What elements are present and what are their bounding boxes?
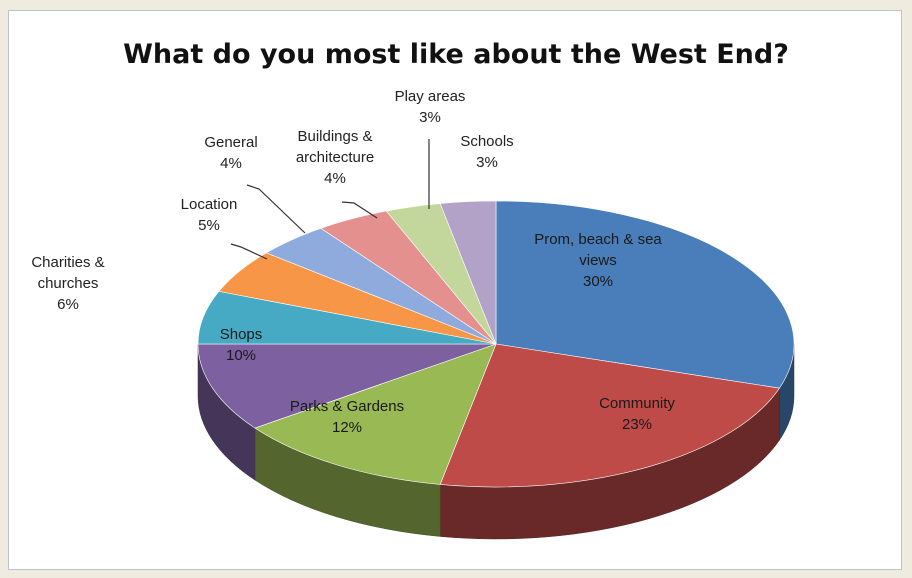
slice-label-9: Schools 3% [460, 133, 513, 171]
slice-label-4: Charities & churches 6% [31, 254, 104, 313]
pie-slice-1 [439, 343, 780, 488]
slice-label-3: Shops 10% [220, 326, 263, 364]
slice-label-5: Location 5% [181, 196, 238, 234]
pie-side-walls [197, 343, 795, 540]
pie-slice-2 [254, 343, 497, 485]
slice-labels: Prom, beach & sea views 30% Community 23% Par… [31, 88, 675, 436]
leader-line-7 [341, 201, 378, 219]
leader-line-5 [230, 243, 268, 260]
pie-chart: Prom, beach & sea views 30% Community 23% Par… [31, 88, 795, 540]
slice-label-1: Community 23% [599, 395, 675, 433]
slice-label-0: Prom, beach & sea views 30% [534, 231, 662, 290]
pie-slice-3 [197, 343, 497, 429]
slice-label-6: General 4% [204, 134, 257, 172]
pie-slice-9 [439, 200, 497, 345]
pie-slice-0 [495, 200, 795, 389]
slice-label-8: Play areas 3% [395, 88, 466, 126]
chart-title: What do you most like about the West End… [123, 39, 789, 70]
chart-frame: What do you most like about the West End… [8, 10, 902, 570]
slice-label-7: Buildings & architecture 4% [296, 128, 374, 187]
slice-label-2: Parks & Gardens 12% [290, 398, 404, 436]
leader-lines [230, 139, 430, 260]
pie-slices [197, 200, 795, 488]
leader-line-6 [246, 184, 306, 234]
